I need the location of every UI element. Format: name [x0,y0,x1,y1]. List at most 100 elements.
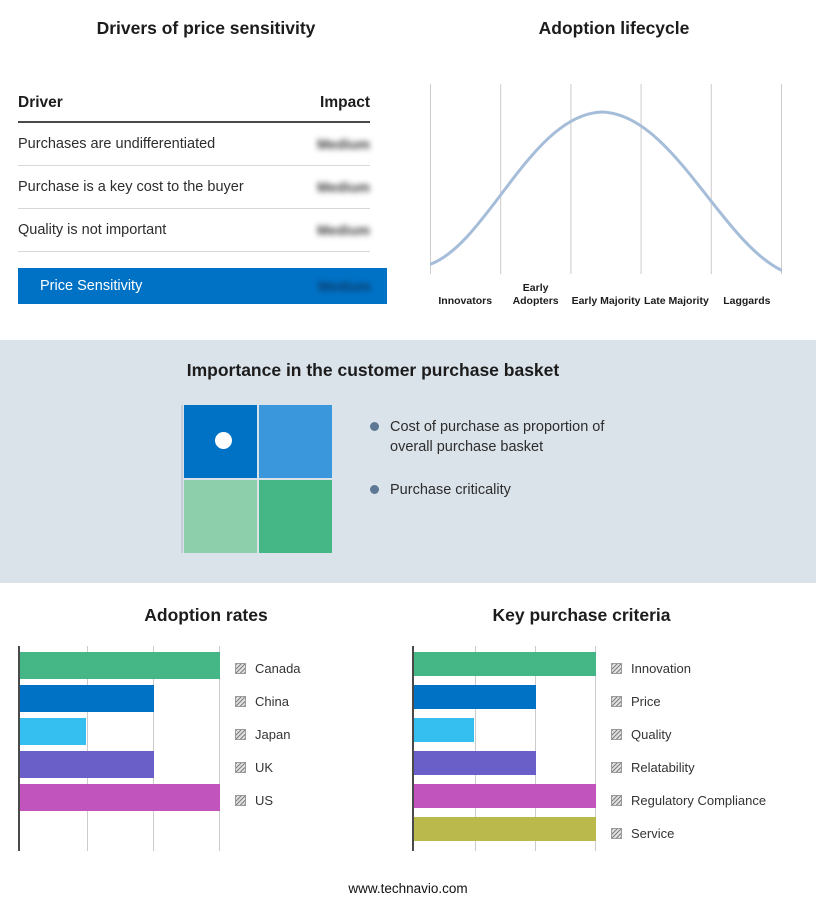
gridline [595,646,596,851]
quadrant-top-right [259,405,332,478]
drivers-title: Drivers of price sensitivity [96,18,316,38]
adoption-rates-legend: Canada China Japan UK US [235,646,301,851]
importance-section: Importance in the customer purchase bask… [0,340,816,583]
legend-label: Service [631,826,675,841]
stage-label-early-adopters: Early Adopters [512,282,559,307]
legend-item-price: Price [611,685,766,718]
bell-curve [429,110,783,272]
legend-label: Quality [631,727,672,742]
bullet-item: Purchase criticality [370,480,650,500]
legend-swatch-icon [611,795,622,806]
bullet-text: Purchase criticality [390,481,511,498]
impact-column-header: Impact [320,94,370,111]
driver-column-header: Driver [18,94,63,111]
stage-label-innovators: Innovators [438,294,493,307]
bar-us [20,784,220,811]
table-row: Quality is not important Medium [18,209,370,252]
bar-relatability [414,751,536,775]
legend-item-us: US [235,784,301,817]
stage-label-laggards: Laggards [723,294,771,307]
bar-innovation [414,652,596,676]
legend-label: Innovation [631,661,691,676]
legend-item-relatability: Relatability [611,751,766,784]
price-sensitivity-row: Price Sensitivity Medium [18,268,387,304]
adoption-rates-chart: Adoption rates Canada China Japan UK US [0,605,412,902]
legend-item-service: Service [611,817,766,850]
legend-item-canada: Canada [235,652,301,685]
legend-swatch-icon [611,762,622,773]
bar-regulatory-compliance [414,784,596,808]
legend-swatch-icon [235,762,246,773]
bullet-icon [370,422,379,431]
legend-swatch-icon [611,729,622,740]
gridline [474,646,476,851]
legend-swatch-icon [235,795,246,806]
bullet-icon [370,484,379,494]
importance-bullets: Cost of purchase as proportion of overal… [370,405,650,553]
legend-label: Japan [255,727,291,742]
legend-label: Price [631,694,661,709]
adoption-rates-plot [18,646,220,851]
bar-uk [20,751,154,778]
quadrant-bottom-left [184,480,257,553]
bar-canada [20,652,220,679]
position-marker-dot [215,432,232,449]
key-purchase-criteria-chart: Key purchase criteria Innovation Price Qua… [412,605,816,902]
legend-label: Regulatory Compliance [631,793,767,808]
price-sensitivity-label: Price Sensitivity [40,278,143,294]
gridline [535,646,537,851]
stage-label-late-majority: Late Majority [644,294,709,307]
purchase-basket-quadrant [181,405,332,553]
key-purchase-criteria-legend: Innovation Price Quality Relatability Regula… [611,646,766,851]
bar-service [414,817,596,841]
legend-item-japan: Japan [235,718,301,751]
driver-cell: Quality is not important [18,222,167,238]
bar-price [414,685,536,709]
legend-item-regulatory-compliance: Regulatory Compliance [611,784,766,817]
lifecycle-stage-labels: Innovators Early Adopters Early Majority… [430,279,782,309]
legend-swatch-icon [611,663,622,674]
key-purchase-criteria-plot [412,646,596,851]
top-section: Drivers of price sensitivity Driver Impa… [0,0,816,340]
key-purchase-criteria-title: Key purchase criteria [492,605,671,625]
bar-quality [414,718,475,742]
impact-cell-blurred: Medium [318,278,371,294]
legend-swatch-icon [611,696,622,707]
drivers-panel: Drivers of price sensitivity Driver Impa… [0,0,412,340]
legend-item-uk: UK [235,751,301,784]
legend-label: Canada [255,661,301,676]
bullet-text: Cost of purchase as proportion of overal… [390,419,605,456]
website-url: www.technavio.com [348,881,468,896]
drivers-table-header: Driver Impact [18,94,370,123]
legend-swatch-icon [235,663,246,674]
table-row: Purchase is a key cost to the buyer Medi… [18,166,370,209]
legend-swatch-icon [235,696,246,707]
gridline [219,646,220,851]
legend-swatch-icon [235,729,246,740]
bullet-item: Cost of purchase as proportion of overal… [370,417,650,458]
quadrant-bottom-right [259,480,332,553]
legend-label: China [255,694,289,709]
gridline [153,646,155,851]
importance-content: Cost of purchase as proportion of overal… [181,405,816,553]
importance-title: Importance in the customer purchase bask… [186,360,560,380]
legend-label: US [255,793,274,808]
lifecycle-curve-svg [429,84,783,274]
lifecycle-chart: Innovators Early Adopters Early Majority… [429,84,783,309]
bar-japan [20,718,86,745]
drivers-table: Driver Impact Purchases are undifferenti… [18,94,370,252]
legend-label: UK [255,760,274,775]
stage-label-early-majority: Early Majority [571,294,641,307]
impact-cell-blurred: Medium [317,222,370,238]
table-row: Purchases are undifferentiated Medium [18,123,370,166]
legend-item-innovation: Innovation [611,652,766,685]
bar-china [20,685,154,712]
legend-label: Relatability [631,760,695,775]
driver-cell: Purchase is a key cost to the buyer [18,179,244,195]
legend-swatch-icon [611,828,622,839]
driver-cell: Purchases are undifferentiated [18,136,216,152]
legend-item-china: China [235,685,301,718]
bottom-section: Adoption rates Canada China Japan UK US Key … [0,583,816,902]
legend-item-quality: Quality [611,718,766,751]
gridline [86,646,88,851]
